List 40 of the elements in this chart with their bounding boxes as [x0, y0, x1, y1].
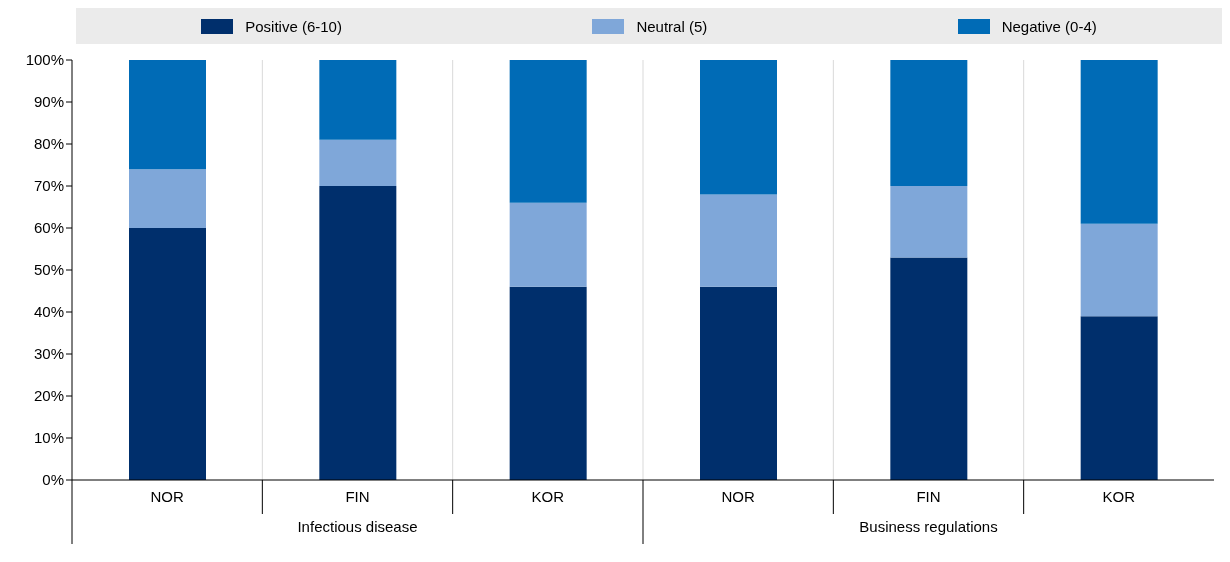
text: Infectious disease	[297, 518, 418, 535]
bar	[509, 202, 587, 287]
bar	[129, 60, 206, 170]
text: Business regulations	[859, 518, 998, 535]
bar	[700, 286, 777, 480]
y-tick-label: 0%	[42, 471, 64, 489]
x-tick-label: FIN	[916, 488, 941, 505]
x-tick-label: NOR	[150, 488, 184, 505]
y-tick-label: 60%	[33, 219, 64, 237]
y-tick-label: 10%	[33, 429, 64, 447]
bar	[319, 139, 397, 186]
x-tick-label: NOR	[721, 488, 755, 505]
y-tick-label: 20%	[33, 387, 64, 405]
x-tick-label: FIN	[345, 488, 370, 505]
bar	[1080, 223, 1158, 317]
y-tick-label: 100%	[25, 51, 64, 69]
bar	[129, 228, 206, 480]
y-tick-label: 80%	[33, 135, 64, 153]
bar	[1080, 316, 1158, 480]
y-tick-label: 90%	[33, 93, 64, 111]
x-tick-label: KOR	[531, 488, 565, 505]
bar	[509, 60, 587, 203]
legend-label: Negative (0-4)	[1001, 17, 1097, 35]
x-tick-label: KOR	[1102, 488, 1136, 505]
bar	[1080, 60, 1158, 224]
legend-label: Positive (6-10)	[245, 17, 342, 35]
y-tick-label: 50%	[33, 261, 64, 279]
bar	[890, 257, 968, 480]
y-tick-label: 70%	[33, 177, 64, 195]
bar	[890, 186, 968, 258]
y-tick-label: 30%	[33, 345, 64, 363]
bar	[319, 60, 397, 140]
bar	[509, 286, 587, 480]
bar	[319, 186, 397, 480]
bar	[700, 60, 777, 195]
bar	[890, 60, 968, 186]
legend-label: Neutral (5)	[636, 17, 708, 35]
y-tick-label: 40%	[33, 303, 64, 321]
bar	[700, 194, 777, 287]
bar	[129, 169, 206, 228]
